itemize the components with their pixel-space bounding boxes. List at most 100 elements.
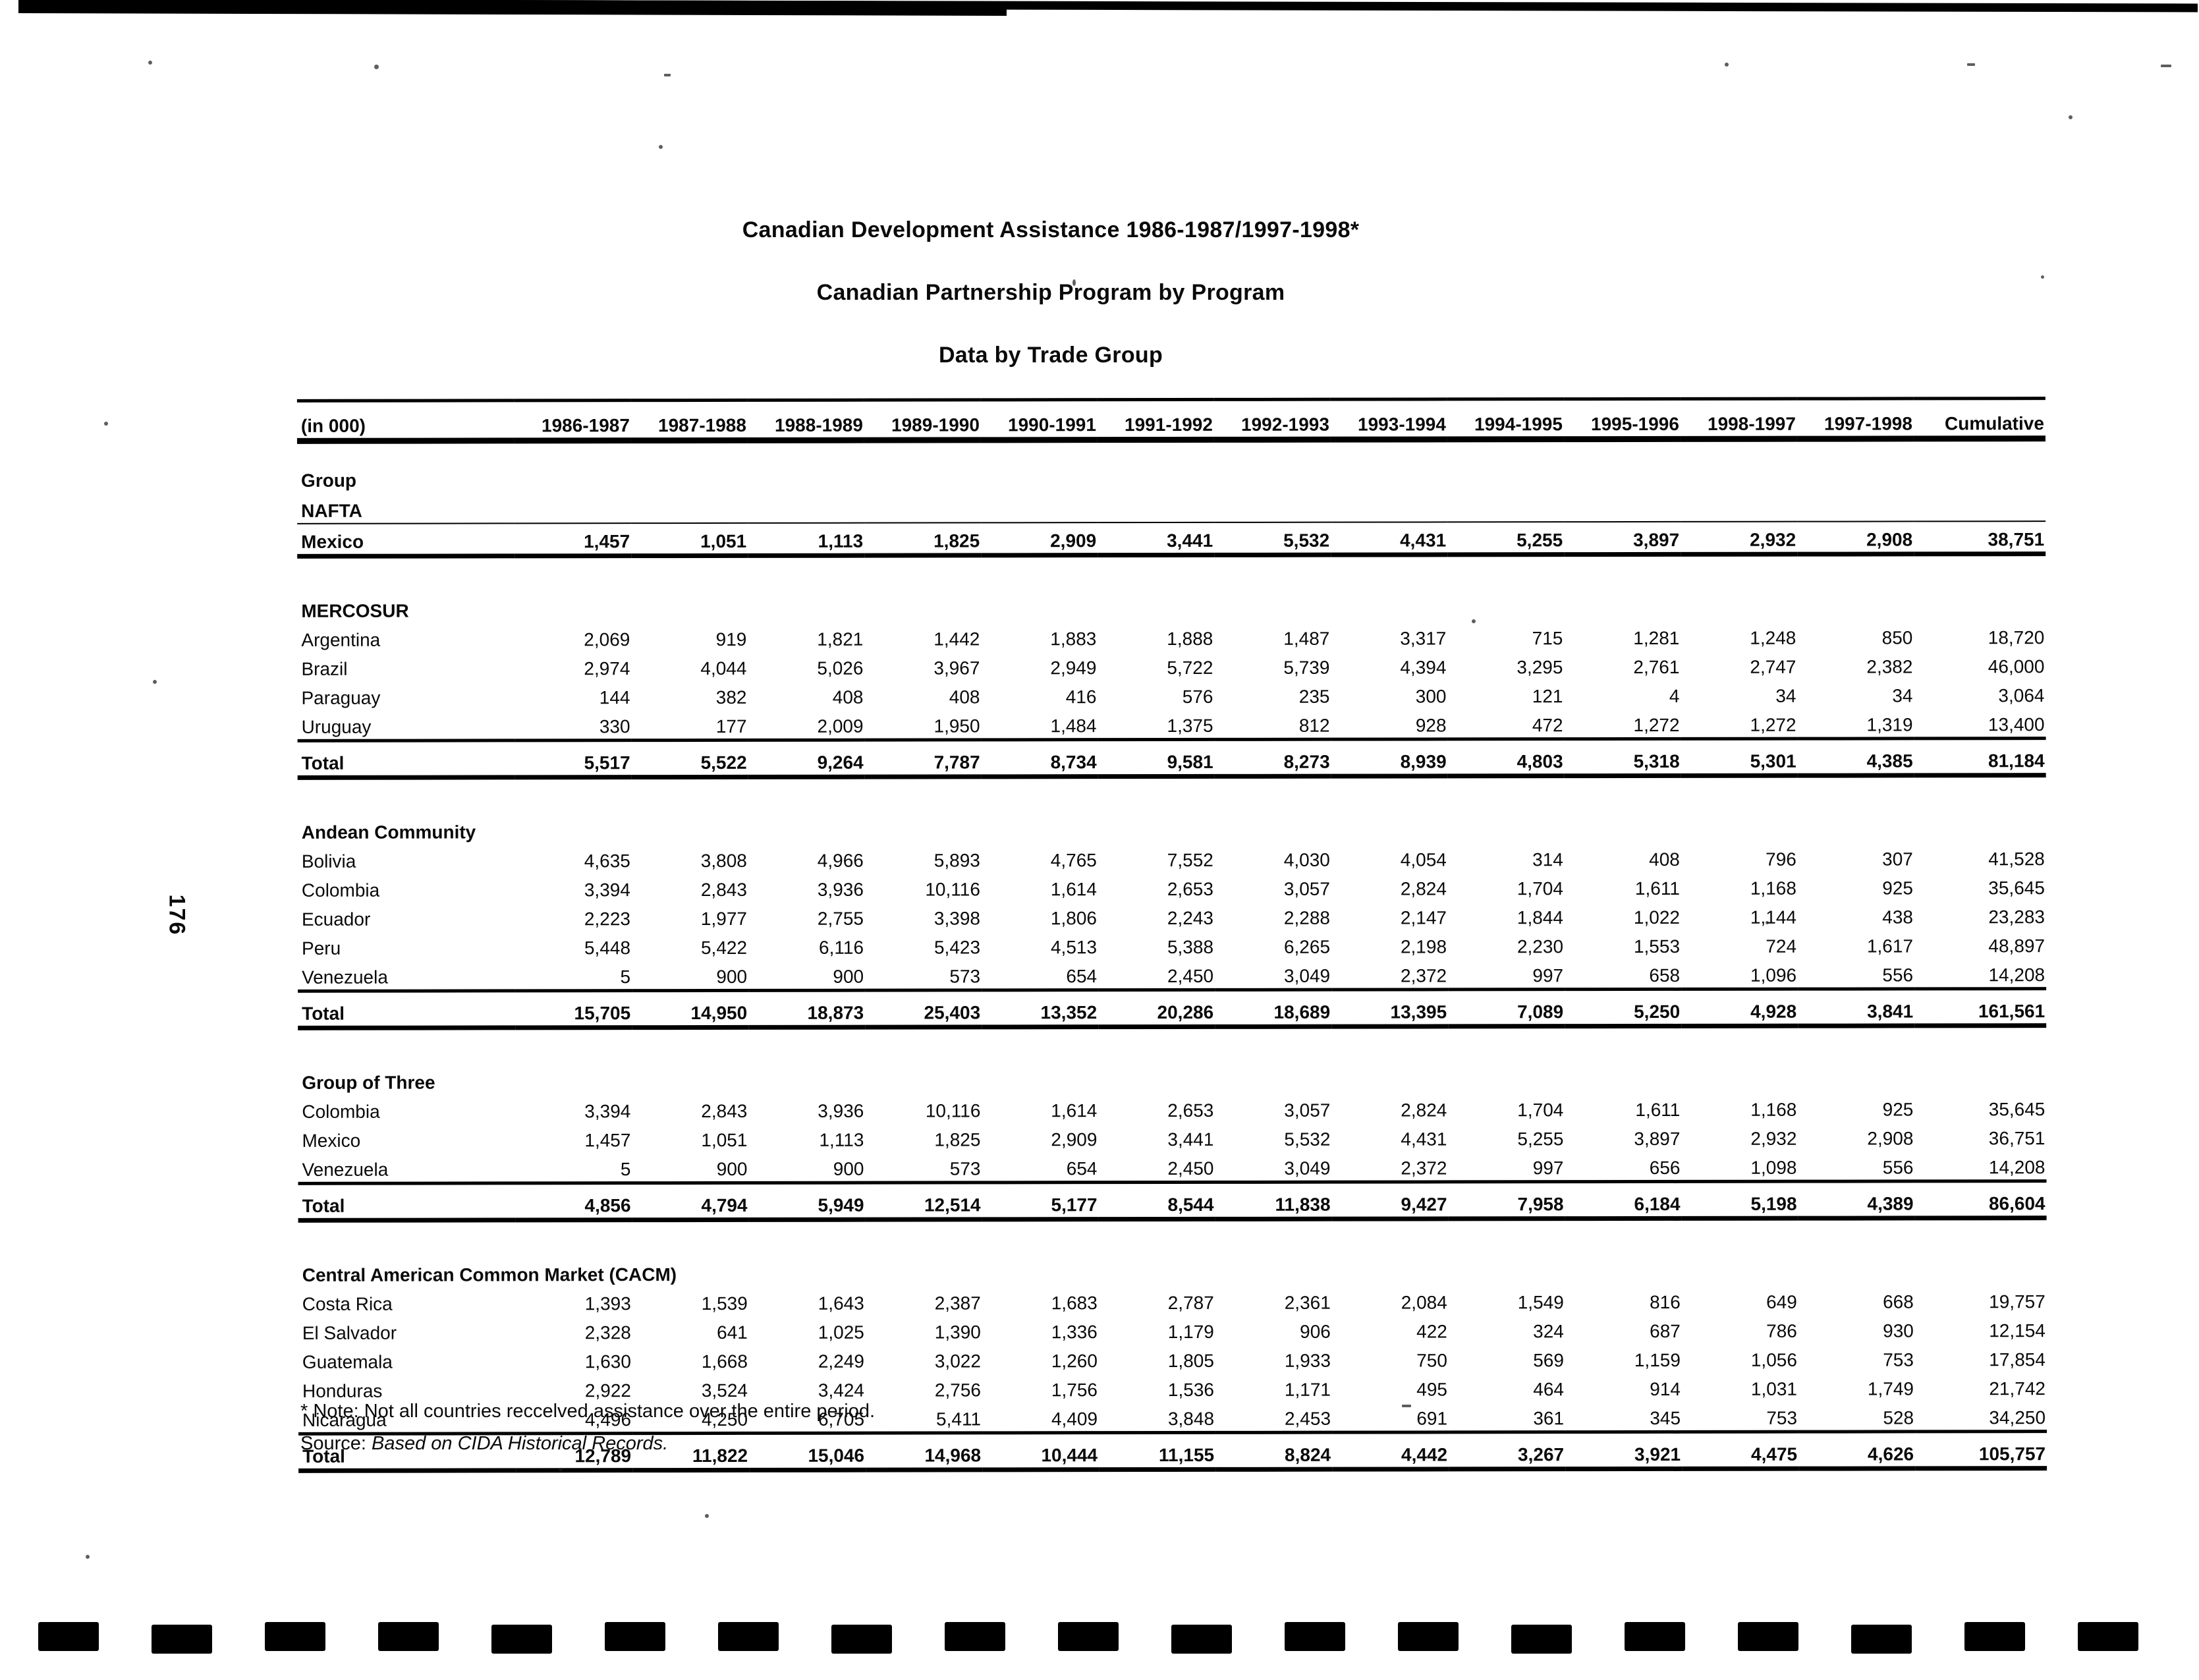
sprocket-mark <box>152 1625 212 1654</box>
footnote-source-label: Source: <box>300 1433 366 1454</box>
footnotes: * Note: Not all countries reccelved assi… <box>300 1401 875 1465</box>
spacer-cell <box>297 554 2046 593</box>
value-cell: 361 <box>1533 1408 1565 1429</box>
value-cell: 1,614 <box>1051 1100 1098 1121</box>
value-cell: 3,848 <box>1167 1408 1215 1430</box>
value-cell: 1,260 <box>1051 1351 1098 1372</box>
value-cell: 1,683 <box>1051 1293 1098 1314</box>
section-title: MERCOSUR <box>301 600 409 621</box>
value-cell: 5,388 <box>1167 936 1214 958</box>
value-cell: 2,908 <box>1797 521 1914 555</box>
value-cell: 796 <box>1766 849 1796 870</box>
value-cell: 8,824 <box>1215 1432 1333 1470</box>
value-cell: 928 <box>1415 715 1447 736</box>
value-cell: 1,098 <box>1750 1157 1797 1178</box>
value-cell: 8,273 <box>1214 739 1331 777</box>
scan-speck <box>559 1468 563 1472</box>
sprocket-mark <box>1625 1622 1685 1651</box>
value-cell: 1,933 <box>1284 1350 1331 1371</box>
value-cell: 5,893 <box>933 850 980 871</box>
value-cell: 3,295 <box>1517 657 1563 678</box>
scan-speck <box>1967 63 1975 66</box>
value-cell: 3,317 <box>1400 628 1447 649</box>
value-cell: 5,250 <box>1565 989 1682 1026</box>
value-cell: 2,147 <box>1400 907 1447 928</box>
table-row: Mexico 1,457 1,051 1,113 1,825 2,909 3,441 5,53… <box>298 1121 2046 1153</box>
value-cell: 4,385 <box>1797 738 1914 776</box>
value-cell: 1,248 <box>1750 627 1796 648</box>
value-cell: 4,431 <box>1331 522 1448 555</box>
column-header: 1989-1990 <box>864 399 981 441</box>
value-cell: 1,272 <box>1633 714 1680 736</box>
row-label: Argentina <box>301 629 381 650</box>
column-header: 1997-1998 <box>1796 398 1914 439</box>
value-cell: 408 <box>949 686 980 708</box>
table-row: Bolivia 4,635 3,808 4,966 5,893 4,765 7,552 4,0… <box>298 842 2046 874</box>
value-cell: 4,966 <box>817 850 864 871</box>
row-label: Total <box>297 740 515 778</box>
value-cell: 715 <box>1532 628 1563 649</box>
value-cell: 8,544 <box>1098 1182 1215 1219</box>
value-cell: 472 <box>1532 715 1563 736</box>
value-cell: 900 <box>833 966 864 987</box>
value-cell: 7,958 <box>1448 1181 1565 1219</box>
value-cell: 408 <box>832 686 864 708</box>
value-cell: 3,394 <box>584 880 630 901</box>
scan-speck <box>705 1514 709 1518</box>
footnote-source-text: Based on CIDA Historical Records. <box>372 1433 669 1454</box>
value-cell: 900 <box>833 1158 864 1179</box>
value-cell: 1,643 <box>818 1293 864 1314</box>
value-cell: 2,653 <box>1167 1100 1214 1121</box>
sprocket-mark <box>1171 1625 1232 1654</box>
value-cell: 2,450 <box>1167 1158 1214 1179</box>
value-cell: 14,950 <box>632 990 749 1028</box>
value-cell: 2,450 <box>1167 965 1214 987</box>
value-cell: 1,168 <box>1750 878 1796 899</box>
value-cell: 4,626 <box>1798 1431 1916 1469</box>
value-cell: 144 <box>599 687 630 708</box>
value-cell: 1,393 <box>584 1293 631 1314</box>
value-cell: 1,113 <box>819 1129 864 1150</box>
value-cell: 3,022 <box>934 1351 981 1372</box>
sprocket-mark <box>1058 1622 1119 1651</box>
value-cell: 573 <box>949 1158 981 1179</box>
value-cell: 1,159 <box>1634 1349 1681 1371</box>
value-cell: 1,630 <box>584 1351 631 1372</box>
value-cell: 4,389 <box>1798 1181 1915 1219</box>
spacer-row <box>297 554 2046 593</box>
value-cell: 2,932 <box>1681 521 1798 555</box>
scan-speck <box>2161 65 2171 67</box>
value-cell: 15,705 <box>515 990 632 1028</box>
value-cell: 1,457 <box>515 523 632 556</box>
top-scan-bar-thick <box>18 0 1007 16</box>
value-cell: 2,084 <box>1401 1292 1447 1313</box>
value-cell: 12,154 <box>1989 1320 2046 1341</box>
table-row: Brazil 2,974 4,044 5,026 3,967 2,949 5,722 5,73… <box>297 650 2046 681</box>
value-cell: 3,897 <box>1564 521 1681 555</box>
value-cell: 5,301 <box>1681 739 1798 776</box>
table-row: Colombia 3,394 2,843 3,936 10,116 1,614 2,653 3… <box>298 1092 2046 1124</box>
total-row: Total 4,856 4,794 5,949 12,514 5,177 8,544 11,8… <box>298 1181 2047 1221</box>
column-header: 1988-1989 <box>747 400 864 441</box>
value-cell: 573 <box>949 966 981 987</box>
value-cell: 13,395 <box>1331 989 1449 1027</box>
row-label: El Salvador <box>302 1322 397 1343</box>
value-cell: 641 <box>717 1322 748 1343</box>
value-cell: 2,932 <box>1750 1128 1797 1149</box>
value-cell: 1,536 <box>1167 1379 1214 1401</box>
value-cell: 81,184 <box>1914 738 2046 775</box>
value-cell: 1,056 <box>1750 1349 1797 1370</box>
sprocket-mark <box>831 1625 892 1654</box>
value-cell: 36,751 <box>1988 1128 2046 1149</box>
value-cell: 1,457 <box>584 1130 631 1151</box>
section-heading-row: NAFTA <box>297 490 2046 524</box>
value-cell: 324 <box>1533 1321 1564 1342</box>
value-cell: 46,000 <box>1988 656 2045 677</box>
value-cell: 1,031 <box>1750 1378 1797 1399</box>
value-cell: 1,553 <box>1633 936 1681 957</box>
value-cell: 3,057 <box>1283 878 1330 899</box>
value-cell: 13,352 <box>982 990 1099 1027</box>
value-cell: 2,198 <box>1400 936 1447 957</box>
table-wrap: (in 000) 1986-1987 1987-1988 1988-1989 1989-… <box>296 397 2047 1473</box>
